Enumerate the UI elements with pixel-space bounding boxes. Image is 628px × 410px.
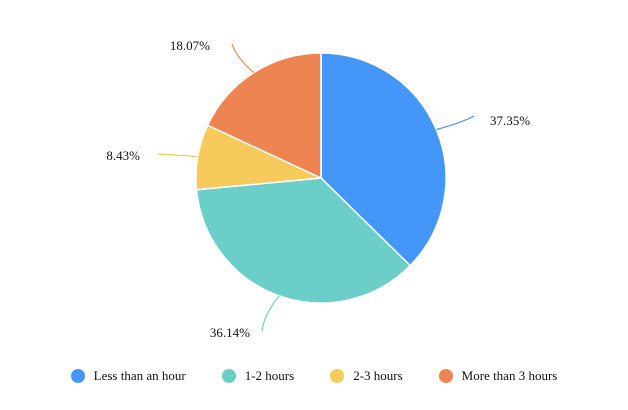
legend-swatch	[221, 369, 236, 383]
legend-item-2-3-hours[interactable]: 2-3 hours	[330, 368, 403, 384]
legend-item-more-than-3-hours[interactable]: More than 3 hours	[438, 368, 558, 384]
legend-label: Less than an hour	[93, 368, 186, 383]
leader-line-1-2-hours	[261, 295, 280, 332]
legend-item-less-than-an-hour[interactable]: Less than an hour	[70, 368, 186, 384]
data-label-more-than-3-hours: 18.07%	[170, 38, 210, 53]
leader-line-more-than-3-hours	[231, 43, 255, 74]
pie-slice-more-than-3-hours[interactable]	[206, 52, 322, 180]
legend-swatch	[70, 369, 85, 383]
legend-label: 1-2 hours	[244, 368, 295, 383]
data-label-2-3-hours: 8.43%	[106, 148, 140, 163]
data-label-1-2-hours: 36.14%	[210, 325, 250, 340]
legend: Less than an hour 1-2 hours 2-3 hours Mo…	[0, 364, 628, 388]
legend-swatch	[438, 369, 453, 383]
pie-slice-less-than-an-hour[interactable]	[320, 52, 447, 267]
leader-line-2-3-hours	[157, 153, 198, 158]
pie-slice-1-2-hours[interactable]	[195, 177, 412, 304]
legend-swatch	[330, 369, 345, 383]
legend-item-1-2-hours[interactable]: 1-2 hours	[221, 368, 295, 384]
data-label-less-than-an-hour: 37.35%	[490, 113, 530, 128]
legend-label: More than 3 hours	[461, 368, 558, 383]
pie-chart-canvas: 37.35% 36.14% 8.43% 18.07%	[106, 38, 530, 340]
leader-line-less-than-an-hour	[436, 115, 475, 131]
legend-label: 2-3 hours	[353, 368, 403, 383]
